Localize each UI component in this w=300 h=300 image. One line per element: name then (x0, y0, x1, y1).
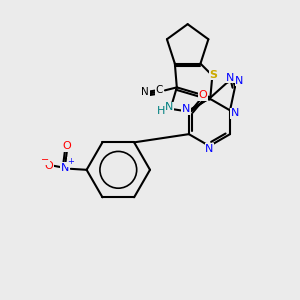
Text: N: N (182, 104, 190, 114)
Text: O: O (198, 90, 207, 100)
Text: N: N (231, 108, 239, 118)
Text: N: N (226, 73, 234, 82)
Text: N: N (61, 163, 69, 173)
Text: −: − (41, 155, 49, 165)
Text: H: H (157, 106, 165, 116)
Text: N: N (165, 102, 173, 112)
Text: O: O (45, 161, 53, 171)
Text: S: S (209, 70, 217, 80)
Text: N: N (141, 87, 149, 97)
Text: O: O (62, 141, 71, 151)
Text: +: + (67, 158, 74, 166)
Text: N: N (205, 144, 214, 154)
Text: C: C (155, 85, 163, 95)
Text: N: N (235, 76, 244, 86)
